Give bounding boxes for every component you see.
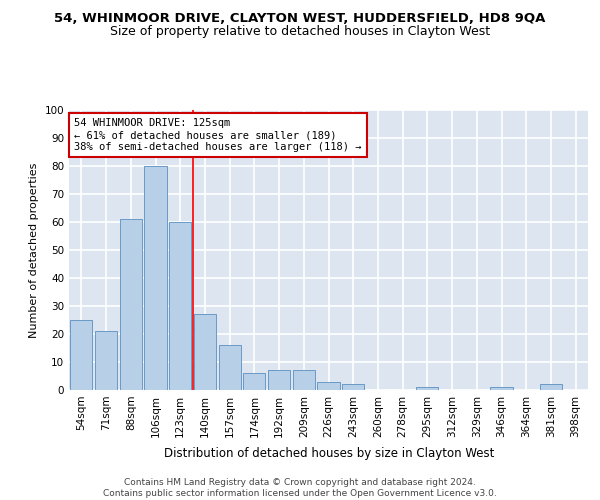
Text: 54 WHINMOOR DRIVE: 125sqm
← 61% of detached houses are smaller (189)
38% of semi: 54 WHINMOOR DRIVE: 125sqm ← 61% of detac… (74, 118, 362, 152)
Bar (540, 384, 562, 390)
Bar (490, 387, 512, 390)
Text: Size of property relative to detached houses in Clayton West: Size of property relative to detached ho… (110, 25, 490, 38)
Text: 54, WHINMOOR DRIVE, CLAYTON WEST, HUDDERSFIELD, HD8 9QA: 54, WHINMOOR DRIVE, CLAYTON WEST, HUDDER… (55, 12, 545, 26)
Bar (243, 373, 265, 390)
Text: Distribution of detached houses by size in Clayton West: Distribution of detached houses by size … (164, 448, 494, 460)
Bar (218, 345, 241, 390)
Bar (119, 219, 142, 390)
Bar (70, 320, 92, 390)
Bar (342, 384, 364, 390)
Bar (95, 331, 117, 390)
Bar (416, 387, 439, 390)
Bar (268, 370, 290, 390)
Bar (317, 382, 340, 390)
Bar (194, 314, 216, 390)
Text: Contains HM Land Registry data © Crown copyright and database right 2024.
Contai: Contains HM Land Registry data © Crown c… (103, 478, 497, 498)
Y-axis label: Number of detached properties: Number of detached properties (29, 162, 39, 338)
Bar (169, 222, 191, 390)
Bar (293, 370, 315, 390)
Bar (145, 166, 167, 390)
